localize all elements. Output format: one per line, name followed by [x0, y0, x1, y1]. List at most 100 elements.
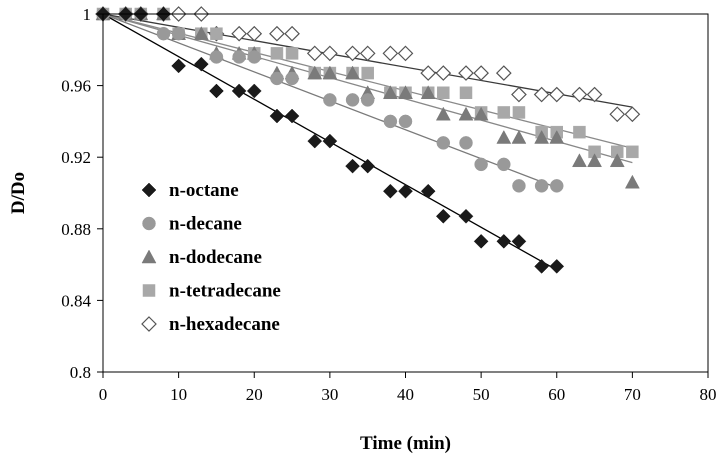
legend-label: n-tetradecane	[169, 281, 281, 302]
legend-label: n-hexadecane	[169, 314, 280, 335]
point-n-decane	[534, 179, 549, 193]
point-n-octane	[473, 233, 489, 249]
point-n-hexadecane	[495, 65, 512, 81]
point-n-dodecane	[572, 153, 587, 168]
point-n-octane	[496, 233, 512, 249]
point-n-decane	[436, 136, 451, 150]
y-axis-ticks: 0.8 0.84 0.88 0.92 0.96 1	[61, 5, 103, 382]
y-tick-label: 0.96	[61, 77, 91, 96]
point-n-tetradecane	[626, 145, 639, 159]
point-n-hexadecane	[284, 25, 300, 42]
point-n-dodecane	[587, 153, 602, 168]
fit-line-n-tetradecane	[102, 13, 633, 149]
point-n-hexadecane	[344, 45, 361, 62]
point-n-tetradecane	[210, 27, 223, 40]
point-n-octane	[511, 233, 527, 249]
data-points	[95, 6, 641, 274]
point-n-hexadecane	[306, 45, 323, 62]
point-n-octane	[171, 58, 186, 74]
point-n-decane	[398, 114, 413, 129]
point-n-dodecane	[420, 85, 436, 100]
point-n-dodecane	[398, 85, 413, 100]
point-n-dodecane	[382, 85, 398, 100]
point-n-hexadecane	[231, 25, 247, 42]
point-n-dodecane	[458, 106, 474, 121]
legend-label: n-decane	[169, 214, 242, 235]
legend-label: n-octane	[169, 180, 239, 201]
point-n-decane	[156, 26, 171, 41]
point-n-hexadecane	[420, 65, 437, 81]
legend-marker-n-hexadecane	[141, 316, 157, 332]
point-n-hexadecane	[435, 65, 452, 81]
y-tick-label: 0.88	[61, 220, 91, 239]
point-n-hexadecane	[571, 86, 588, 103]
point-n-decane	[285, 71, 299, 86]
point-n-hexadecane	[246, 25, 263, 42]
y-tick-label: 0.92	[61, 148, 91, 167]
x-tick-label: 0	[99, 385, 108, 404]
point-n-decane	[459, 136, 473, 150]
point-n-octane	[322, 133, 338, 149]
legend-marker-n-tetradecane	[142, 284, 156, 297]
x-tick-label: 10	[170, 385, 187, 404]
point-n-tetradecane	[270, 47, 284, 60]
point-n-octane	[383, 183, 398, 199]
point-n-decane	[232, 50, 246, 64]
point-n-octane	[534, 259, 549, 274]
point-n-decane	[345, 93, 360, 107]
point-n-dodecane	[435, 106, 451, 121]
point-n-dodecane	[511, 129, 527, 144]
point-n-hexadecane	[609, 106, 626, 123]
point-n-octane	[549, 259, 565, 274]
point-n-tetradecane	[361, 66, 374, 80]
point-n-dodecane	[624, 174, 640, 189]
point-n-dodecane	[473, 106, 489, 121]
legend-marker-n-octane	[141, 182, 157, 198]
point-n-octane	[209, 83, 224, 99]
point-n-hexadecane	[473, 65, 489, 81]
point-n-tetradecane	[512, 106, 526, 119]
point-n-hexadecane	[511, 86, 527, 103]
point-n-decane	[474, 157, 488, 172]
point-n-dodecane	[322, 65, 338, 80]
x-tick-label: 30	[321, 385, 338, 404]
point-n-tetradecane	[573, 125, 586, 139]
point-n-octane	[193, 56, 209, 72]
point-n-octane	[458, 208, 474, 224]
legend-marker-n-decane	[142, 216, 156, 231]
point-n-hexadecane	[533, 86, 550, 103]
point-n-hexadecane	[586, 86, 603, 103]
point-n-dodecane	[193, 26, 209, 40]
series-n-octane	[95, 6, 565, 274]
point-n-octane	[345, 158, 360, 174]
point-n-dodecane	[549, 129, 565, 144]
y-tick-label: 0.84	[61, 291, 91, 310]
point-n-decane	[247, 50, 261, 64]
point-n-hexadecane	[397, 45, 414, 62]
y-tick-label: 1	[83, 5, 92, 24]
point-n-tetradecane	[437, 86, 450, 100]
point-n-decane	[171, 26, 186, 41]
x-tick-label: 80	[700, 385, 717, 404]
point-n-decane	[270, 71, 284, 86]
point-n-hexadecane	[322, 45, 338, 62]
point-n-hexadecane	[359, 45, 376, 62]
x-axis-title: Time (min)	[360, 433, 451, 454]
x-tick-label: 40	[397, 385, 414, 404]
y-tick-label: 0.8	[70, 363, 91, 382]
point-n-octane	[360, 158, 376, 174]
point-n-octane	[435, 208, 451, 224]
legend: n-octane n-decane n-dodecane n-tetradecane n…	[141, 180, 281, 335]
point-n-octane	[231, 83, 247, 99]
point-n-hexadecane	[269, 25, 285, 42]
point-n-decane	[497, 157, 511, 172]
point-n-dodecane	[496, 129, 512, 144]
point-n-octane	[398, 183, 413, 199]
point-n-decane	[512, 179, 526, 193]
point-n-dodecane	[345, 65, 360, 80]
point-n-decane	[209, 50, 224, 64]
point-n-dodecane	[534, 129, 550, 144]
point-n-hexadecane	[624, 106, 641, 123]
